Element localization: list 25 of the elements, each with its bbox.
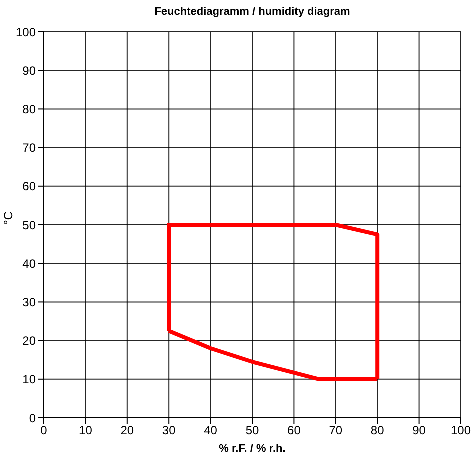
y-tick-label: 50	[22, 218, 36, 232]
x-tick-label: 30	[162, 424, 176, 438]
x-tick-label: 20	[120, 424, 134, 438]
x-tick-label: 50	[246, 424, 260, 438]
x-tick-label: 10	[79, 424, 93, 438]
x-tick-label: 100	[450, 424, 472, 438]
x-tick-label: 70	[329, 424, 343, 438]
chart-title: Feuchtediagramm / humidity diagram	[154, 6, 352, 18]
y-tick-label: 20	[22, 334, 36, 348]
y-tick-label: 0	[29, 411, 36, 426]
y-axis-title: °C	[1, 211, 16, 225]
y-tick-label: 70	[22, 141, 36, 156]
x-tick-label: 40	[204, 424, 218, 438]
x-axis-title: % r.F. / % r.h.	[219, 443, 286, 455]
x-tick-label: 0	[40, 424, 48, 438]
y-tick-label: 100	[16, 25, 36, 40]
y-tick-label: 60	[22, 180, 36, 194]
y-tick-label: 80	[22, 102, 36, 116]
y-tick-label: 10	[22, 372, 36, 387]
x-tick-label: 80	[370, 424, 385, 438]
x-tick-label: 60	[288, 424, 302, 438]
y-tick-label: 40	[22, 256, 36, 271]
y-tick-label: 30	[22, 295, 36, 310]
x-tick-label: 90	[412, 424, 426, 438]
y-tick-label: 90	[22, 64, 36, 78]
